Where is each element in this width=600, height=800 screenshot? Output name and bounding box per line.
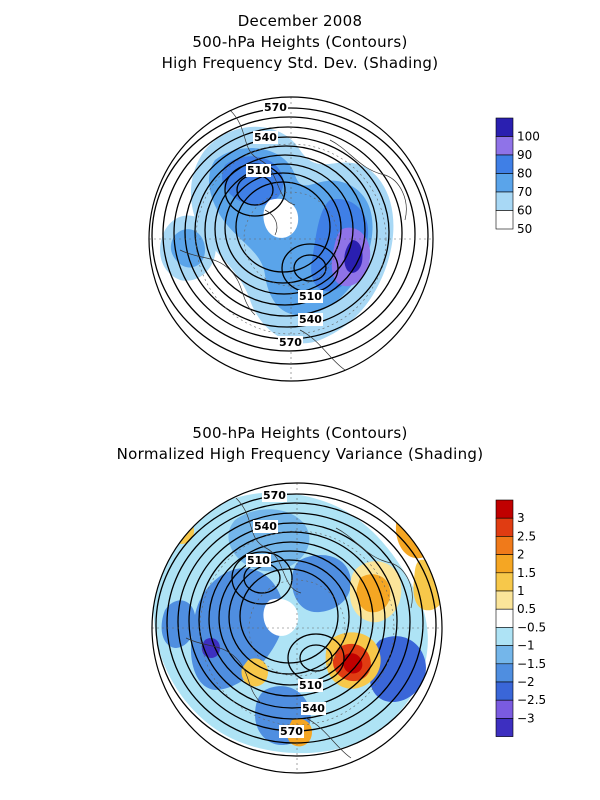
bottom-colorbar-swatch-10 <box>495 681 514 701</box>
bottom-colorbar-label-2: 2 <box>517 548 525 562</box>
top-colorbar-label-0: 100 <box>517 130 540 144</box>
top-contour-label-540-south: 540 <box>298 313 323 326</box>
bottom-colorbar-label-5: 0.5 <box>517 602 536 616</box>
bottom-colorbar-swatch-7 <box>495 627 514 646</box>
bottom-colorbar-label-8: −1.5 <box>517 657 546 671</box>
bottom-colorbar-swatch-5 <box>495 590 514 610</box>
bottom-map-coastlines <box>185 497 413 759</box>
top-colorbar-swatch-1 <box>495 136 514 156</box>
top-colorbar-swatch-0 <box>495 117 514 137</box>
bottom-colorbar-label-7: −1 <box>517 639 535 653</box>
bottom-colorbar-label-11: −3 <box>517 711 535 725</box>
bottom-colorbar-label-9: −2 <box>517 675 535 689</box>
top-title-shading: High Frequency Std. Dev. (Shading) <box>161 54 439 72</box>
top-contour-label-570-north: 570 <box>263 101 288 114</box>
top-colorbar-swatch-5 <box>495 210 514 230</box>
top-colorbar-swatch-2 <box>495 154 514 174</box>
bottom-colorbar-swatch-8 <box>495 645 514 665</box>
bottom-colorbar-label-1: 2.5 <box>517 529 536 543</box>
top-title-contours: 500-hPa Heights (Contours) <box>192 33 408 51</box>
bottom-colorbar-swatch-0 <box>495 499 514 519</box>
top-contour-label-570-south: 570 <box>278 336 303 349</box>
bottom-colorbar-swatch-6 <box>495 608 514 628</box>
bottom-contour-label-570-south: 570 <box>279 725 304 738</box>
top-colorbar-label-1: 90 <box>517 148 532 162</box>
top-map-coastlines <box>179 109 407 371</box>
top-title-date: December 2008 <box>237 12 363 30</box>
top-contour-label-540-north: 540 <box>253 131 278 144</box>
bottom-colorbar-swatch-12 <box>495 718 514 737</box>
bottom-title-contours: 500-hPa Heights (Contours) <box>192 424 408 442</box>
top-colorbar-label-2: 80 <box>517 167 532 181</box>
bottom-colorbar-label-4: 1 <box>517 584 525 598</box>
bottom-contour-label-570-north: 570 <box>262 489 287 502</box>
top-map-contours <box>151 107 429 365</box>
top-colorbar-swatch-3 <box>495 173 514 193</box>
top-colorbar-label-5: 50 <box>517 222 532 236</box>
bottom-colorbar-swatch-3 <box>495 554 514 574</box>
bottom-contour-label-540-north: 540 <box>253 520 278 533</box>
bottom-map-contours <box>155 493 437 757</box>
bottom-contour-label-510-north: 510 <box>246 554 271 567</box>
bottom-colorbar-swatch-1 <box>495 517 514 537</box>
bottom-colorbar-swatch-11 <box>495 699 514 719</box>
top-colorbar-label-3: 70 <box>517 185 532 199</box>
top-contour-label-510-south: 510 <box>298 290 323 303</box>
bottom-colorbar-swatch-2 <box>495 536 514 555</box>
top-contour-label-510-north: 510 <box>246 164 271 177</box>
top-colorbar-label-4: 60 <box>517 204 532 218</box>
bottom-colorbar-label-0: 3 <box>517 511 525 525</box>
bottom-colorbar-swatch-4 <box>495 572 514 592</box>
bottom-title-shading: Normalized High Frequency Variance (Shad… <box>116 445 484 463</box>
bottom-contour-label-540-south: 540 <box>301 702 326 715</box>
top-colorbar-swatch-4 <box>495 191 514 211</box>
bottom-colorbar-label-10: −2.5 <box>517 693 546 707</box>
bottom-colorbar-label-6: −0.5 <box>517 620 546 634</box>
bottom-contour-label-510-south: 510 <box>298 679 323 692</box>
bottom-colorbar-label-3: 1.5 <box>517 566 536 580</box>
bottom-colorbar-swatch-9 <box>495 663 514 683</box>
